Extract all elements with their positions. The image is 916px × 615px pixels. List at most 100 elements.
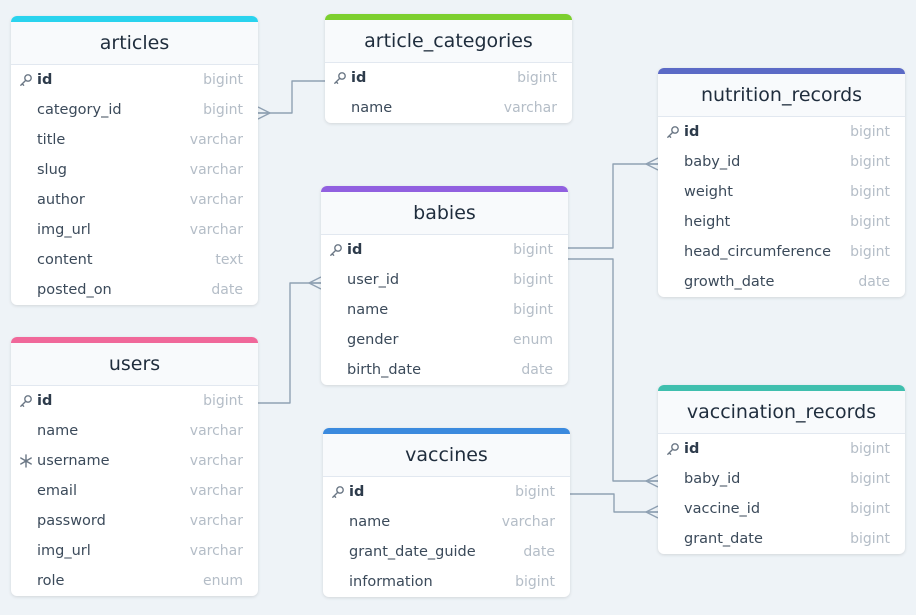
field-type: bigint bbox=[513, 242, 553, 258]
table-header[interactable]: users bbox=[11, 343, 258, 386]
field-row-img-url[interactable]: img_url varchar bbox=[11, 215, 258, 245]
link-users-babies bbox=[258, 282, 321, 404]
field-type: varchar bbox=[189, 483, 243, 499]
field-name: img_url bbox=[37, 222, 91, 238]
field-row-vaccine-id[interactable]: vaccine_id bigint bbox=[658, 494, 905, 524]
field-name: id bbox=[347, 242, 363, 258]
field-type: varchar bbox=[501, 514, 555, 530]
field-type: varchar bbox=[189, 423, 243, 439]
field-type: text bbox=[215, 252, 243, 268]
table-vaccination-records[interactable]: vaccination_records id bigint baby_id bigin… bbox=[658, 385, 905, 554]
table-article-categories[interactable]: article_categories id bigint name varchar bbox=[325, 14, 572, 123]
field-name: content bbox=[37, 252, 93, 268]
field-row-gender[interactable]: gender enum bbox=[321, 325, 568, 355]
field-row-id[interactable]: id bigint bbox=[11, 386, 258, 416]
field-row-baby-id[interactable]: baby_id bigint bbox=[658, 147, 905, 177]
crows-foot-marker bbox=[645, 474, 659, 488]
field-type: bigint bbox=[850, 471, 890, 487]
field-row-birth-date[interactable]: birth_date date bbox=[321, 355, 568, 385]
primary-key-icon bbox=[666, 125, 680, 139]
table-header[interactable]: babies bbox=[321, 192, 568, 235]
crows-foot-marker bbox=[257, 106, 271, 120]
field-row-id[interactable]: id bigint bbox=[325, 63, 572, 93]
unique-key-icon bbox=[19, 454, 33, 468]
field-type: bigint bbox=[850, 441, 890, 457]
field-type: bigint bbox=[850, 124, 890, 140]
field-row-img-url[interactable]: img_url varchar bbox=[11, 536, 258, 566]
table-babies[interactable]: babies id bigint user_id bigint name bigint ge… bbox=[321, 186, 568, 385]
field-name: username bbox=[37, 453, 110, 469]
field-row-head-circumference[interactable]: head_circumference bigint bbox=[658, 237, 905, 267]
field-list: id bigint baby_id bigint vaccine_id bigint gra… bbox=[658, 434, 905, 554]
field-row-id[interactable]: id bigint bbox=[658, 434, 905, 464]
crows-foot-marker bbox=[645, 157, 659, 171]
field-row-category-id[interactable]: category_id bigint bbox=[11, 95, 258, 125]
field-row-id[interactable]: id bigint bbox=[11, 65, 258, 95]
field-list: id bigint user_id bigint name bigint gender enu… bbox=[321, 235, 568, 385]
field-name: id bbox=[37, 393, 53, 409]
field-name: baby_id bbox=[684, 154, 741, 170]
field-type: enum bbox=[203, 573, 243, 589]
field-list: id bigint baby_id bigint weight bigint height b… bbox=[658, 117, 905, 297]
primary-key-icon bbox=[329, 243, 343, 257]
field-name: id bbox=[684, 124, 700, 140]
field-row-information[interactable]: information bigint bbox=[323, 567, 570, 597]
field-row-title[interactable]: title varchar bbox=[11, 125, 258, 155]
field-row-author[interactable]: author varchar bbox=[11, 185, 258, 215]
link-vaccines-vaccination bbox=[570, 493, 658, 513]
link-articles-category bbox=[258, 80, 325, 114]
field-row-grant-date-guide[interactable]: grant_date_guide date bbox=[323, 537, 570, 567]
primary-key-icon bbox=[666, 442, 680, 456]
field-name: posted_on bbox=[37, 282, 112, 298]
table-color-bar bbox=[323, 428, 570, 434]
table-color-bar bbox=[321, 186, 568, 192]
field-row-name[interactable]: name varchar bbox=[11, 416, 258, 446]
field-list: id bigint name varchar bbox=[325, 63, 572, 123]
field-row-grant-date[interactable]: grant_date bigint bbox=[658, 524, 905, 554]
field-row-username[interactable]: username varchar bbox=[11, 446, 258, 476]
field-type: enum bbox=[513, 332, 553, 348]
field-name: grant_date_guide bbox=[349, 544, 476, 560]
primary-key-icon bbox=[333, 71, 347, 85]
field-type: bigint bbox=[515, 484, 555, 500]
field-type: varchar bbox=[189, 453, 243, 469]
field-row-posted-on[interactable]: posted_on date bbox=[11, 275, 258, 305]
field-row-user-id[interactable]: user_id bigint bbox=[321, 265, 568, 295]
table-vaccines[interactable]: vaccines id bigint name varchar grant_date_g… bbox=[323, 428, 570, 597]
field-list: id bigint name varchar grant_date_guide date i… bbox=[323, 477, 570, 597]
field-row-baby-id[interactable]: baby_id bigint bbox=[658, 464, 905, 494]
field-row-id[interactable]: id bigint bbox=[323, 477, 570, 507]
table-header[interactable]: vaccination_records bbox=[658, 391, 905, 434]
field-type: bigint bbox=[850, 184, 890, 200]
field-row-content[interactable]: content text bbox=[11, 245, 258, 275]
field-type: varchar bbox=[189, 513, 243, 529]
table-header[interactable]: article_categories bbox=[325, 20, 572, 63]
field-type: varchar bbox=[189, 222, 243, 238]
field-name: vaccine_id bbox=[684, 501, 761, 517]
field-row-id[interactable]: id bigint bbox=[321, 235, 568, 265]
field-type: date bbox=[858, 274, 890, 290]
field-row-role[interactable]: role enum bbox=[11, 566, 258, 596]
field-row-password[interactable]: password varchar bbox=[11, 506, 258, 536]
field-row-name[interactable]: name bigint bbox=[321, 295, 568, 325]
field-row-height[interactable]: height bigint bbox=[658, 207, 905, 237]
field-row-name[interactable]: name varchar bbox=[325, 93, 572, 123]
field-row-weight[interactable]: weight bigint bbox=[658, 177, 905, 207]
field-row-email[interactable]: email varchar bbox=[11, 476, 258, 506]
table-header[interactable]: vaccines bbox=[323, 434, 570, 477]
table-nutrition-records[interactable]: nutrition_records id bigint baby_id bigint w… bbox=[658, 68, 905, 297]
field-row-growth-date[interactable]: growth_date date bbox=[658, 267, 905, 297]
table-users[interactable]: users id bigint name varchar username varchar… bbox=[11, 337, 258, 596]
table-header[interactable]: nutrition_records bbox=[658, 74, 905, 117]
field-row-id[interactable]: id bigint bbox=[658, 117, 905, 147]
primary-key-icon bbox=[331, 485, 345, 499]
field-type: bigint bbox=[515, 574, 555, 590]
field-type: bigint bbox=[850, 501, 890, 517]
table-color-bar bbox=[658, 68, 905, 74]
table-articles[interactable]: articles id bigint category_id bigint title v… bbox=[11, 16, 258, 305]
field-row-name[interactable]: name varchar bbox=[323, 507, 570, 537]
field-row-slug[interactable]: slug varchar bbox=[11, 155, 258, 185]
table-header[interactable]: articles bbox=[11, 22, 258, 65]
field-type: varchar bbox=[189, 543, 243, 559]
